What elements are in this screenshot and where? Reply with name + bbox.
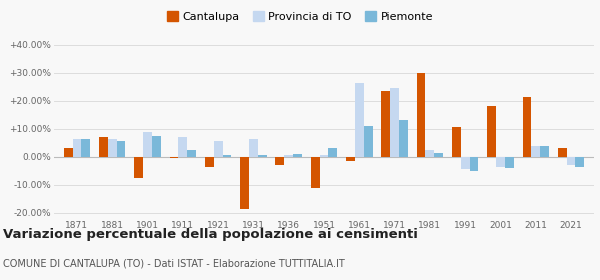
Bar [425, 150, 434, 157]
Bar [108, 139, 116, 157]
Bar [364, 126, 373, 157]
Bar [390, 88, 399, 157]
Bar [355, 83, 364, 157]
Bar [540, 146, 549, 157]
Bar [82, 139, 90, 157]
Bar [73, 139, 82, 157]
Bar [346, 157, 355, 161]
Bar [575, 157, 584, 167]
Bar [496, 157, 505, 167]
Text: Variazione percentuale della popolazione ai censimenti: Variazione percentuale della popolazione… [3, 228, 418, 241]
Bar [320, 155, 328, 157]
Bar [99, 137, 108, 157]
Bar [249, 139, 258, 157]
Bar [505, 157, 514, 168]
Bar [566, 157, 575, 165]
Bar [143, 132, 152, 157]
Bar [223, 155, 232, 157]
Text: COMUNE DI CANTALUPA (TO) - Dati ISTAT - Elaborazione TUTTITALIA.IT: COMUNE DI CANTALUPA (TO) - Dati ISTAT - … [3, 259, 345, 269]
Bar [134, 157, 143, 178]
Bar [434, 153, 443, 157]
Bar [240, 157, 249, 209]
Bar [116, 141, 125, 157]
Bar [214, 141, 223, 157]
Bar [532, 146, 540, 157]
Bar [152, 136, 161, 157]
Bar [328, 148, 337, 157]
Bar [487, 106, 496, 157]
Legend: Cantalupa, Provincia di TO, Piemonte: Cantalupa, Provincia di TO, Piemonte [163, 7, 437, 27]
Bar [382, 91, 390, 157]
Bar [461, 157, 470, 169]
Bar [170, 157, 178, 158]
Bar [523, 97, 532, 157]
Bar [452, 127, 461, 157]
Bar [399, 120, 408, 157]
Bar [187, 150, 196, 157]
Bar [470, 157, 478, 171]
Bar [205, 157, 214, 167]
Bar [178, 137, 187, 157]
Bar [416, 73, 425, 157]
Bar [558, 148, 566, 157]
Bar [311, 157, 320, 188]
Bar [258, 155, 266, 157]
Bar [284, 155, 293, 157]
Bar [275, 157, 284, 165]
Bar [64, 148, 73, 157]
Bar [293, 154, 302, 157]
